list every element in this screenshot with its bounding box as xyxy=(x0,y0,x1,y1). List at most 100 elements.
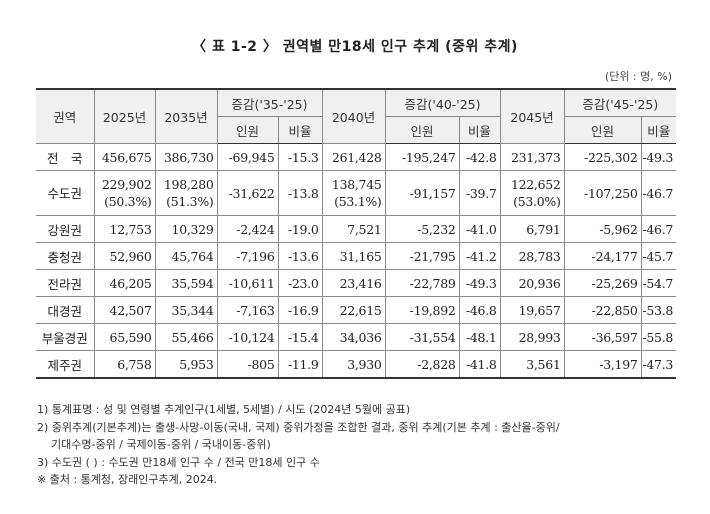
table-row: 전라권 46,205 35,594 -10,611 -23.0 23,416 -… xyxy=(36,269,677,297)
value-cell: 22,615 xyxy=(321,296,386,324)
value-cell: 28,993 xyxy=(499,323,565,351)
region-cell: 제주권 xyxy=(36,350,95,379)
value-cell: -2,424 xyxy=(216,215,279,243)
value-cell: -91,157 xyxy=(384,170,460,216)
value-cell: -39.7 xyxy=(458,170,501,216)
value-cell: -31,622 xyxy=(216,170,279,216)
value-cell: -53.8 xyxy=(640,296,677,324)
value-cell: -21,795 xyxy=(384,242,460,270)
value-text: 198,280 xyxy=(163,177,214,192)
share-text: (51.3%) xyxy=(166,194,214,209)
value-cell: -16.9 xyxy=(277,296,323,324)
value-cell: -225,302 xyxy=(563,143,642,171)
value-cell: -42.8 xyxy=(458,143,501,171)
value-cell: 6,758 xyxy=(93,350,156,379)
value-cell: -10,611 xyxy=(216,269,279,297)
source-note: ※ 출처 : 통계청, 장래인구추계, 2024. xyxy=(37,473,218,486)
unit-label: (단위 : 명, %) xyxy=(604,70,672,83)
header-2045: 2045년 xyxy=(499,88,565,144)
value-cell: 31,165 xyxy=(321,242,386,270)
header-ratio-45: 비율 xyxy=(640,116,677,144)
value-cell: -23.0 xyxy=(277,269,323,297)
value-cell: 34,036 xyxy=(321,323,386,351)
value-cell: -10,124 xyxy=(216,323,279,351)
share-text: (50.3%) xyxy=(104,194,152,209)
value-cell: -24,177 xyxy=(563,242,642,270)
value-cell: 55,466 xyxy=(154,323,218,351)
value-cell: -69,945 xyxy=(216,143,279,171)
footnote-2-continued: 기대수명-중위 / 국제이동-중위 / 국내이동-중위) xyxy=(51,438,271,451)
value-cell: -22,789 xyxy=(384,269,460,297)
value-cell: 386,730 xyxy=(154,143,218,171)
footnotes: 1) 통계표명 : 성 및 연령별 추계인구(1세별, 5세별) / 시도 (2… xyxy=(37,401,560,489)
header-ratio-35: 비율 xyxy=(277,116,323,144)
value-cell: -55.8 xyxy=(640,323,677,351)
region-cell: 수도권 xyxy=(36,170,95,216)
header-region: 권역 xyxy=(36,88,95,144)
value-cell: 20,936 xyxy=(499,269,565,297)
value-cell: -22,850 xyxy=(563,296,642,324)
header-2025: 2025년 xyxy=(93,88,156,144)
footnote-1: 1) 통계표명 : 성 및 연령별 추계인구(1세별, 5세별) / 시도 (2… xyxy=(37,403,411,416)
value-cell: 7,521 xyxy=(321,215,386,243)
value-text: 138,745 xyxy=(331,177,382,192)
value-cell: 12,753 xyxy=(93,215,156,243)
table-row: 대경권 42,507 35,344 -7,163 -16.9 22,615 -1… xyxy=(36,296,677,324)
value-cell: 261,428 xyxy=(321,143,386,171)
footnote-2: 2) 중위추계(기본추계)는 출생-사망-이동(국내, 국제) 중위가정을 조합… xyxy=(37,420,560,434)
value-cell: -13.6 xyxy=(277,242,323,270)
value-cell: 3,561 xyxy=(499,350,565,379)
value-cell: -11.9 xyxy=(277,350,323,379)
value-cell: -5,962 xyxy=(563,215,642,243)
header-change-40: 증감('40-'25) xyxy=(384,88,501,117)
value-cell: 138,745 (53.1%) xyxy=(321,170,386,216)
value-cell: 23,416 xyxy=(321,269,386,297)
region-cell: 전라권 xyxy=(36,269,95,297)
header-ratio-40: 비율 xyxy=(458,116,501,144)
value-cell: -195,247 xyxy=(384,143,460,171)
value-cell: 35,344 xyxy=(154,296,218,324)
region-cell: 전 국 xyxy=(36,143,95,171)
table-row: 부울경권 65,590 55,466 -10,124 -15.4 34,036 … xyxy=(36,323,677,351)
value-cell: -49.3 xyxy=(640,143,677,171)
share-text: (53.0%) xyxy=(513,194,561,209)
value-cell: -47.3 xyxy=(640,350,677,379)
value-cell: 3,930 xyxy=(321,350,386,379)
footnote-3: 3) 수도권 ( ) : 수도권 만18세 인구 수 / 전국 만18세 인구 … xyxy=(37,455,320,469)
value-cell: -15.4 xyxy=(277,323,323,351)
region-cell: 부울경권 xyxy=(36,323,95,351)
value-cell: 198,280 (51.3%) xyxy=(154,170,218,216)
region-cell: 대경권 xyxy=(36,296,95,324)
value-cell: 10,329 xyxy=(154,215,218,243)
value-cell: -49.3 xyxy=(458,269,501,297)
value-cell: -36,597 xyxy=(563,323,642,351)
value-cell: 5,953 xyxy=(154,350,218,379)
region-cell: 충청권 xyxy=(36,242,95,270)
value-cell: 46,205 xyxy=(93,269,156,297)
table-row: 수도권 229,902 (50.3%) 198,280 (51.3%) -31,62… xyxy=(36,170,677,216)
value-cell: -19.0 xyxy=(277,215,323,243)
value-text: 229,902 xyxy=(101,177,152,192)
value-cell: -805 xyxy=(216,350,279,379)
value-cell: -3,197 xyxy=(563,350,642,379)
value-cell: -45.7 xyxy=(640,242,677,270)
value-cell: 6,791 xyxy=(499,215,565,243)
value-cell: -7,163 xyxy=(216,296,279,324)
header-people-40: 인원 xyxy=(384,116,460,144)
value-cell: -2,828 xyxy=(384,350,460,379)
value-cell: -25,269 xyxy=(563,269,642,297)
value-cell: -41.8 xyxy=(458,350,501,379)
value-cell: 19,657 xyxy=(499,296,565,324)
header-2040: 2040년 xyxy=(321,88,386,144)
table-row: 충청권 52,960 45,764 -7,196 -13.6 31,165 -2… xyxy=(36,242,677,270)
value-cell: -7,196 xyxy=(216,242,279,270)
share-text: (53.1%) xyxy=(334,194,382,209)
value-cell: -41.2 xyxy=(458,242,501,270)
population-projection-table: 권역 2025년 2035년 증감('35-'25) 2040년 증감('40-… xyxy=(36,88,677,379)
value-cell: 231,373 xyxy=(499,143,565,171)
table-row: 제주권 6,758 5,953 -805 -11.9 3,930 -2,828 … xyxy=(36,350,677,379)
value-cell: -15.3 xyxy=(277,143,323,171)
value-cell: -31,554 xyxy=(384,323,460,351)
value-cell: 122,652 (53.0%) xyxy=(499,170,565,216)
value-cell: 42,507 xyxy=(93,296,156,324)
